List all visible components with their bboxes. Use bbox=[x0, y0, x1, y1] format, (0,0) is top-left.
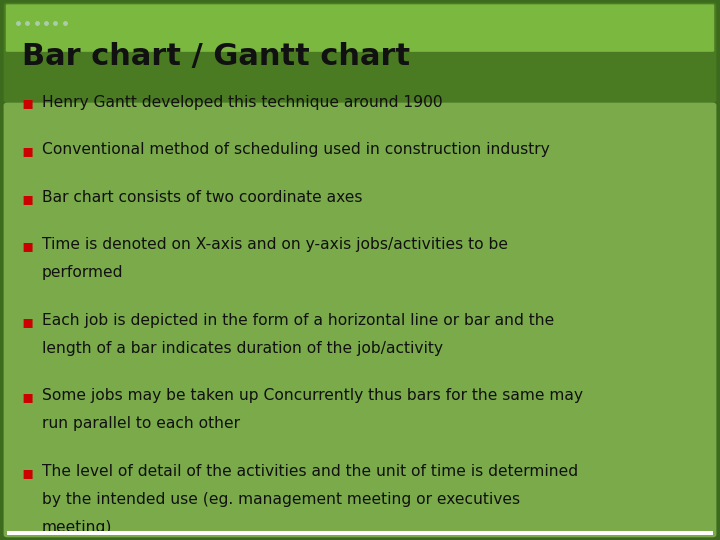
FancyBboxPatch shape bbox=[4, 103, 716, 537]
Text: ▪: ▪ bbox=[21, 313, 34, 330]
Text: ▪: ▪ bbox=[21, 388, 34, 406]
Text: by the intended use (eg. management meeting or executives: by the intended use (eg. management meet… bbox=[42, 492, 520, 507]
Text: ▪: ▪ bbox=[21, 237, 34, 255]
Text: Bar chart consists of two coordinate axes: Bar chart consists of two coordinate axe… bbox=[42, 190, 362, 205]
Text: Henry Gantt developed this technique around 1900: Henry Gantt developed this technique aro… bbox=[42, 94, 442, 110]
Text: The level of detail of the activities and the unit of time is determined: The level of detail of the activities an… bbox=[42, 464, 578, 479]
Text: length of a bar indicates duration of the job/activity: length of a bar indicates duration of th… bbox=[42, 341, 443, 356]
FancyBboxPatch shape bbox=[4, 3, 716, 103]
Text: meeting): meeting) bbox=[42, 520, 112, 535]
Text: ▪: ▪ bbox=[21, 142, 34, 160]
Text: Some jobs may be taken up Concurrently thus bars for the same may: Some jobs may be taken up Concurrently t… bbox=[42, 388, 582, 403]
Text: ▪: ▪ bbox=[21, 190, 34, 207]
Bar bbox=[7, 531, 713, 535]
Text: Bar chart / Gantt chart: Bar chart / Gantt chart bbox=[22, 42, 410, 71]
Text: Conventional method of scheduling used in construction industry: Conventional method of scheduling used i… bbox=[42, 142, 549, 157]
Text: ▪: ▪ bbox=[21, 464, 34, 482]
Text: run parallel to each other: run parallel to each other bbox=[42, 416, 240, 431]
Text: Time is denoted on X-axis and on y-axis jobs/activities to be: Time is denoted on X-axis and on y-axis … bbox=[42, 237, 508, 252]
Text: performed: performed bbox=[42, 265, 123, 280]
FancyBboxPatch shape bbox=[6, 4, 714, 52]
Text: Each job is depicted in the form of a horizontal line or bar and the: Each job is depicted in the form of a ho… bbox=[42, 313, 554, 328]
Text: ▪: ▪ bbox=[21, 94, 34, 112]
